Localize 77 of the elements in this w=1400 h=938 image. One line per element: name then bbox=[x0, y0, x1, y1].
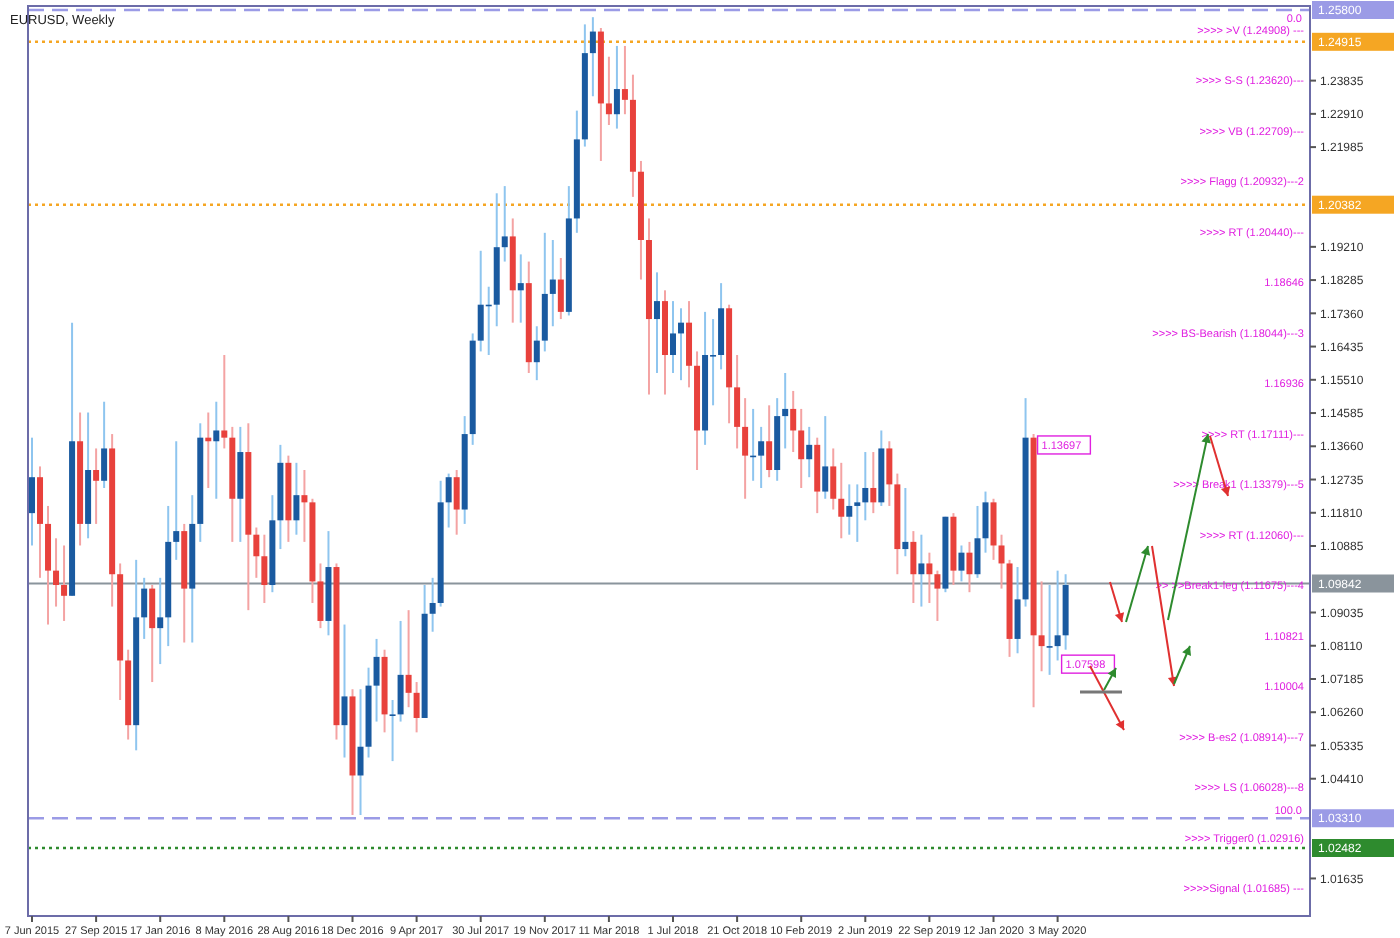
candlestick bbox=[670, 300, 677, 374]
candlestick bbox=[173, 440, 180, 561]
candlestick bbox=[317, 562, 324, 630]
candlestick bbox=[253, 526, 260, 579]
candlestick bbox=[557, 256, 564, 321]
candlestick bbox=[413, 681, 420, 734]
candlestick bbox=[141, 576, 148, 640]
candlestick bbox=[53, 537, 60, 608]
candlestick bbox=[541, 231, 548, 353]
candlestick bbox=[718, 282, 725, 371]
candlestick bbox=[926, 551, 933, 604]
candlestick bbox=[678, 307, 685, 382]
candlestick bbox=[293, 461, 300, 536]
candlestick bbox=[846, 483, 853, 536]
candlestick bbox=[1046, 584, 1053, 676]
candlestick bbox=[974, 504, 981, 579]
candlestick bbox=[822, 415, 829, 500]
candlestick bbox=[886, 440, 893, 507]
candlestick bbox=[998, 533, 1005, 590]
candlestick bbox=[453, 469, 460, 536]
candlestick bbox=[389, 699, 396, 763]
candlestick bbox=[357, 688, 364, 817]
candlestick bbox=[854, 483, 861, 543]
candlestick bbox=[862, 451, 869, 522]
candlestick bbox=[990, 497, 997, 561]
candlestick bbox=[1054, 569, 1061, 662]
candlestick bbox=[477, 249, 484, 353]
candlestick bbox=[533, 325, 540, 382]
candlestick bbox=[806, 425, 813, 479]
candlestick bbox=[1014, 566, 1021, 655]
candlestick bbox=[790, 389, 797, 454]
candlestick bbox=[61, 544, 68, 622]
candlestick bbox=[902, 486, 909, 558]
candlestick bbox=[1038, 580, 1045, 673]
candlestick bbox=[149, 584, 156, 684]
candlestick bbox=[445, 472, 452, 529]
candlestick bbox=[798, 407, 805, 489]
candlestick bbox=[814, 436, 821, 515]
candlestick bbox=[93, 447, 100, 525]
candlestick bbox=[501, 185, 508, 263]
candlestick bbox=[686, 300, 693, 389]
candlestick bbox=[910, 530, 917, 604]
candlestick bbox=[301, 469, 308, 543]
candlestick bbox=[934, 569, 941, 622]
candlestick bbox=[742, 397, 749, 500]
candlestick bbox=[101, 400, 108, 489]
candlestick bbox=[966, 540, 973, 594]
candlestick bbox=[830, 447, 837, 511]
candlestick bbox=[605, 55, 612, 126]
candlestick bbox=[653, 271, 660, 374]
candlestick bbox=[613, 44, 620, 130]
candlestick bbox=[782, 371, 789, 450]
candlestick bbox=[517, 253, 524, 324]
candlestick bbox=[621, 44, 628, 116]
candlestick bbox=[589, 16, 596, 98]
candlestick bbox=[261, 533, 268, 604]
candlestick bbox=[157, 576, 164, 666]
candlestick bbox=[221, 354, 228, 450]
candlestick bbox=[237, 425, 244, 543]
candlestick bbox=[549, 239, 556, 328]
candlestick bbox=[341, 623, 348, 759]
candlestick bbox=[429, 576, 436, 633]
candlestick bbox=[397, 619, 404, 723]
candlestick bbox=[838, 461, 845, 540]
candlestick bbox=[37, 465, 44, 579]
candlestick bbox=[766, 404, 773, 479]
candlestick bbox=[734, 354, 741, 450]
candlestick bbox=[45, 504, 52, 626]
candlestick bbox=[29, 436, 36, 547]
candlestick bbox=[373, 637, 380, 723]
candlestick bbox=[213, 400, 220, 500]
candlestick bbox=[958, 544, 965, 583]
candlestick bbox=[870, 451, 877, 515]
candlestick bbox=[758, 425, 765, 489]
candlestick bbox=[918, 533, 925, 608]
candlestick bbox=[405, 609, 412, 709]
candlestick bbox=[982, 490, 989, 554]
